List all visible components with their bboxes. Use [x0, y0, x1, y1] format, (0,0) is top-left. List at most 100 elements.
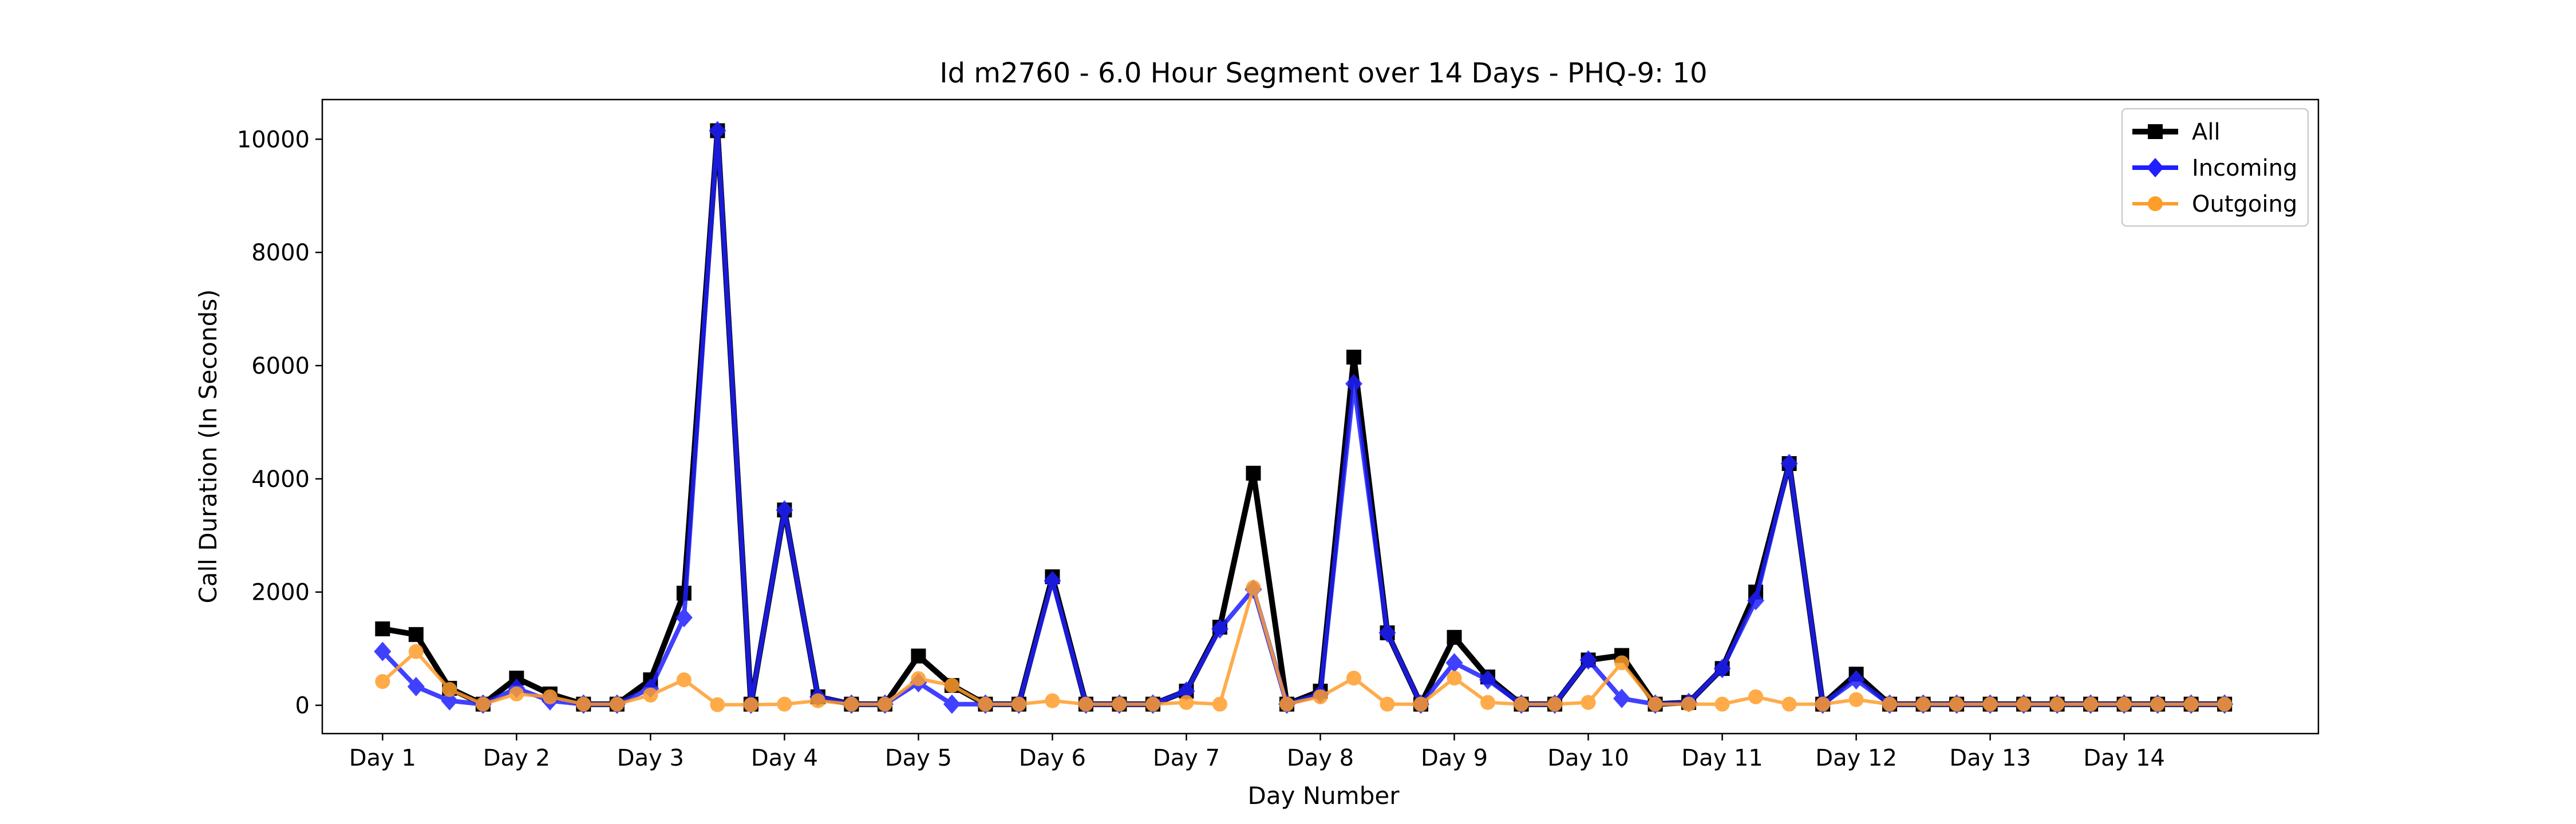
x-tick-label: Day 10 — [1547, 745, 1629, 771]
data-point-incoming — [1579, 650, 1597, 670]
y-tick-label: 8000 — [251, 240, 310, 266]
data-point-outgoing — [1246, 580, 1261, 595]
data-point-incoming — [1847, 670, 1865, 690]
data-point-outgoing — [2150, 696, 2166, 712]
x-tick-label: Day 2 — [483, 745, 550, 771]
data-point-outgoing — [1279, 696, 1294, 712]
legend-box — [2121, 108, 2309, 227]
data-point-outgoing — [1748, 689, 1764, 704]
data-point-outgoing — [1145, 696, 1160, 712]
y-tick-label: 4000 — [251, 466, 310, 493]
data-point-outgoing — [710, 697, 725, 712]
data-point-incoming — [675, 608, 693, 628]
data-point-outgoing — [1413, 696, 1429, 712]
legend-label-all: All — [2192, 119, 2221, 145]
data-point-incoming — [1479, 670, 1497, 690]
legend-marker-all — [2148, 124, 2163, 139]
data-point-outgoing — [1179, 695, 1194, 710]
data-point-outgoing — [2083, 696, 2099, 712]
data-point-incoming — [407, 676, 425, 696]
data-point-outgoing — [1346, 671, 1362, 686]
data-point-outgoing — [777, 696, 792, 712]
x-tick-label: Day 5 — [885, 745, 952, 771]
x-tick-label: Day 7 — [1153, 745, 1220, 771]
data-point-incoming — [776, 500, 793, 520]
legend-label-incoming: Incoming — [2192, 155, 2297, 181]
data-point-outgoing — [509, 686, 524, 702]
series-line-incoming — [381, 128, 2225, 707]
data-point-outgoing — [1949, 696, 1965, 712]
data-point-outgoing — [1078, 696, 1093, 712]
data-point-outgoing — [1848, 692, 1864, 707]
data-point-outgoing — [375, 674, 390, 689]
x-axis-ticks: Day 1 Day 2 Day 3 Day 4 Day 5 Day 6 Day 7 Day 8… — [349, 734, 2165, 771]
data-point-incoming — [1747, 591, 1765, 611]
x-tick-label: Day 12 — [1815, 745, 1897, 771]
data-point-outgoing — [2183, 696, 2199, 712]
y-tick-label: 6000 — [251, 353, 310, 379]
data-point-outgoing — [2217, 696, 2233, 712]
data-point-all — [375, 621, 390, 636]
data-point-incoming — [1780, 454, 1798, 474]
data-point-outgoing — [1815, 696, 1831, 712]
data-point-outgoing — [1514, 696, 1529, 712]
data-point-outgoing — [1982, 696, 1998, 712]
y-axis-label: Call Duration (In Seconds) — [194, 289, 222, 603]
y-tick-label: 0 — [295, 693, 310, 719]
data-point-incoming — [1378, 623, 1396, 643]
legend-marker-incoming — [2147, 158, 2164, 177]
legend-item-incoming: Incoming — [2132, 155, 2297, 181]
data-point-incoming — [1713, 659, 1731, 679]
data-point-outgoing — [1447, 671, 1462, 686]
data-point-outgoing — [609, 696, 625, 712]
data-point-outgoing — [1915, 696, 1931, 712]
data-point-incoming — [1178, 681, 1195, 701]
data-point-all — [1246, 465, 1261, 481]
data-point-outgoing — [1212, 696, 1227, 712]
series-line-outgoing — [381, 585, 2225, 707]
legend-marker-outgoing — [2148, 196, 2163, 211]
data-point-all — [408, 627, 424, 642]
data-point-outgoing — [442, 682, 457, 697]
y-tick-label: 10000 — [237, 126, 310, 153]
y-axis-ticks: 0 2000 4000 6000 8000 10000 — [237, 126, 322, 719]
data-point-outgoing — [1681, 696, 1697, 712]
data-point-all — [1346, 350, 1362, 365]
data-point-outgoing — [1380, 696, 1395, 712]
data-point-outgoing — [1547, 696, 1563, 712]
data-point-incoming — [709, 121, 726, 141]
legend-item-all: All — [2132, 119, 2221, 145]
data-point-outgoing — [1614, 655, 1630, 671]
data-point-outgoing — [1011, 696, 1026, 712]
y-tick-label: 2000 — [251, 580, 310, 606]
data-point-all — [911, 648, 926, 664]
series-incoming — [374, 121, 2234, 714]
data-point-incoming — [1044, 571, 1061, 591]
data-point-incoming — [943, 694, 961, 714]
data-point-outgoing — [877, 696, 892, 712]
data-point-incoming — [441, 691, 459, 711]
series-all — [375, 123, 2233, 712]
data-point-incoming — [374, 641, 392, 661]
data-point-outgoing — [1781, 696, 1797, 712]
data-point-outgoing — [911, 671, 926, 687]
x-tick-label: Day 13 — [1949, 745, 2031, 771]
data-point-outgoing — [576, 696, 591, 712]
x-tick-label: Day 9 — [1421, 745, 1488, 771]
legend-label-outgoing: Outgoing — [2192, 191, 2297, 217]
x-tick-label: Day 1 — [349, 745, 416, 771]
series-layer — [374, 121, 2234, 714]
data-point-outgoing — [743, 697, 758, 712]
data-point-outgoing — [1313, 689, 1328, 704]
chart-title: Id m2760 - 6.0 Hour Segment over 14 Days… — [939, 57, 1707, 89]
data-point-outgoing — [2116, 696, 2132, 712]
data-point-incoming — [1613, 688, 1631, 708]
data-point-outgoing — [643, 687, 658, 703]
series-line-all — [382, 128, 2225, 707]
x-tick-label: Day 3 — [617, 745, 684, 771]
data-point-outgoing — [475, 696, 491, 712]
data-point-outgoing — [2016, 696, 2032, 712]
series-outgoing — [375, 580, 2233, 712]
data-point-outgoing — [2049, 696, 2065, 712]
